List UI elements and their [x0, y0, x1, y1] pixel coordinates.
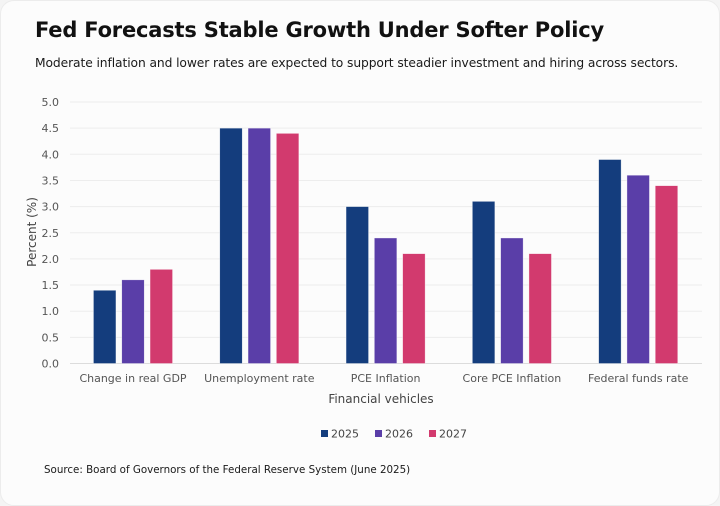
chart-title: Fed Forecasts Stable Growth Under Softer…	[35, 18, 604, 42]
legend-item-2026: 2026	[375, 428, 413, 441]
y-tick-label: 5.0	[42, 96, 60, 109]
bar-2027-0	[149, 269, 173, 364]
y-tick-label: 1.5	[42, 279, 60, 292]
x-axis-ticks: Change in real GDP Unemployment rate PCE I…	[79, 372, 688, 385]
bar-2027-1	[276, 133, 300, 364]
bar-2027-2	[402, 253, 426, 364]
bars	[93, 127, 679, 364]
bar-2026-1	[247, 127, 271, 364]
y-tick-label: 1.0	[42, 305, 60, 318]
y-tick-label: 4.0	[42, 148, 60, 161]
y-axis-ticks: 0.0 0.5 1.0 1.5 2.0 2.5 3.0 3.5 4.0 4.5 5.0	[42, 96, 60, 371]
x-tick-label: Unemployment rate	[204, 372, 315, 385]
legend-swatch	[429, 430, 436, 437]
bar-2025-1	[219, 127, 243, 364]
bar-2025-4	[598, 159, 622, 364]
y-tick-label: 3.0	[42, 201, 60, 214]
x-axis-title: Financial vehicles	[328, 392, 433, 406]
legend-item-2027: 2027	[429, 428, 467, 441]
legend-label: 2027	[439, 428, 467, 441]
y-tick-label: 0.0	[42, 358, 60, 371]
bar-2025-0	[93, 289, 117, 364]
bar-2027-3	[528, 253, 552, 364]
bar-2025-3	[472, 201, 496, 364]
bar-2026-0	[121, 279, 145, 364]
y-tick-label: 4.5	[42, 122, 60, 135]
legend-label: 2025	[331, 428, 359, 441]
source-note: Source: Board of Governors of the Federa…	[44, 464, 411, 476]
y-axis-title: Percent (%)	[25, 197, 39, 267]
y-tick-label: 3.5	[42, 174, 60, 187]
y-tick-label: 0.5	[42, 331, 60, 344]
chart-subtitle: Moderate inflation and lower rates are e…	[35, 56, 679, 70]
x-tick-label: Core PCE Inflation	[463, 372, 562, 385]
legend-swatch	[375, 430, 382, 437]
bar-2026-4	[626, 174, 650, 364]
bar-2027-4	[654, 185, 679, 364]
x-tick-label: Federal funds rate	[588, 372, 689, 385]
x-tick-label: PCE Inflation	[351, 372, 421, 385]
bar-2025-2	[345, 206, 369, 364]
y-tick-label: 2.0	[42, 253, 60, 266]
x-tick-label: Change in real GDP	[79, 372, 186, 385]
y-tick-label: 2.5	[42, 227, 60, 240]
legend: 2025 2026 2027	[321, 428, 467, 441]
legend-item-2025: 2025	[321, 428, 359, 441]
bar-2026-2	[374, 237, 398, 364]
legend-swatch	[321, 430, 328, 437]
legend-label: 2026	[385, 428, 413, 441]
bar-2026-3	[500, 237, 524, 364]
